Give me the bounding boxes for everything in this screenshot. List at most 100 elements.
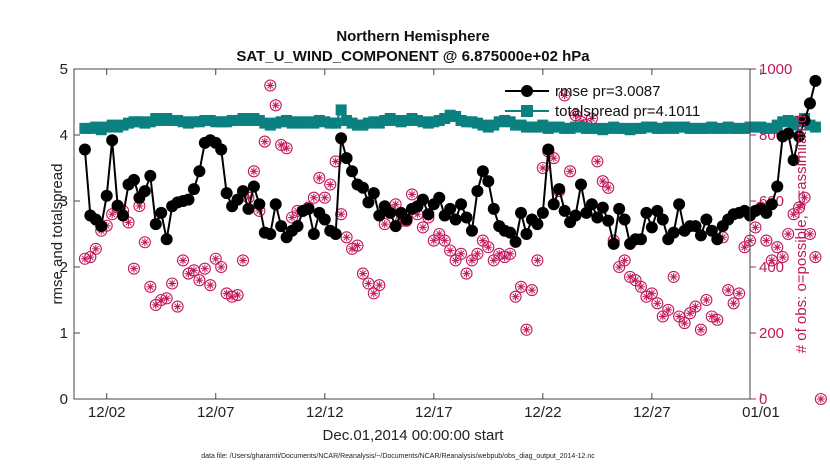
rmse-point [373,209,386,222]
obs-point [613,260,626,274]
legend: rmse pr=3.0087 totalspread pr=4.1011 [505,83,700,120]
obs-possible-marker [536,161,549,175]
obs-point [367,287,380,300]
obs-point [329,155,342,168]
obs-point [629,274,642,287]
obs-assimilated-marker [316,174,323,182]
obs-assimilated-marker [348,245,356,253]
obs-point [683,307,697,320]
obs-possible-marker [269,99,282,112]
obs-possible-marker [651,297,664,310]
obs-assimilated-marker [539,164,546,172]
obs-assimilated-marker [714,316,721,323]
obs-possible-marker [160,292,173,305]
obs-point [193,274,206,287]
obs-point [536,161,549,175]
rmse-point [520,228,533,240]
obs-assimilated-marker [310,194,318,201]
obs-assimilated-marker [447,247,454,254]
obs-possible-marker [722,284,735,297]
rmse-point [705,224,718,237]
rmse-point [242,202,255,215]
y-left-tick-label: 5 [60,61,68,78]
rmse-point [651,204,664,217]
obs-assimilated-marker [261,138,268,145]
obs-assimilated-marker [408,191,416,198]
obs-assimilated-marker [795,204,803,211]
rmse-point [465,224,478,237]
rmse-point [694,229,707,242]
rmse-point [433,191,446,204]
obs-possible-marker [171,300,184,313]
obs-assimilated-marker [730,300,737,307]
obs-possible-marker [662,303,675,316]
rmse-point [144,169,157,182]
rmse-point [509,235,522,248]
rmse-point [803,97,816,110]
obs-assimilated-marker [321,194,328,201]
obs-possible-marker [204,279,217,292]
obs-assimilated-marker [626,273,634,281]
obs-point [280,142,293,155]
x-axis-label: Dec.01,2014 00:00:00 start [323,427,505,444]
obs-point [509,290,522,303]
rmse-point [111,199,124,212]
legend-spread-marker [521,105,533,117]
rmse-point [656,213,669,226]
rmse-point [340,152,353,165]
rmse-point [760,206,773,219]
obs-assimilated-marker [441,237,448,244]
rmse-point [482,175,495,188]
obs-possible-marker [564,165,577,178]
obs-possible-marker [340,231,353,244]
obs-assimilated-marker [561,92,568,99]
rmse-point [602,214,615,227]
rmse-point [346,165,359,178]
obs-point [798,191,811,204]
obs-point [667,270,680,283]
obs-point [362,277,375,290]
obs-assimilated-marker [501,253,508,261]
y-right-tick-label: 1000 [759,61,792,78]
rmse-point [645,221,658,234]
obs-possible-marker [438,234,451,247]
obs-point [356,267,369,280]
rmse-point [711,233,724,246]
obs-possible-marker [727,297,740,310]
obs-point [264,79,277,92]
obs-assimilated-marker [147,283,154,290]
obs-point [307,191,320,204]
obs-point [793,201,806,214]
rmse-point [673,198,686,211]
rmse-point [515,206,528,219]
obs-assimilated-marker [588,115,596,122]
rmse-point [231,193,244,206]
obs-assimilated-marker [212,255,219,262]
obs-assimilated-marker [528,286,536,294]
obs-point [694,323,707,336]
rmse-point [138,185,151,198]
obs-assimilated-marker [594,158,601,165]
obs-assimilated-marker [463,270,470,277]
rmse-point [580,206,593,219]
rmse-point [127,173,140,186]
obs-point [738,241,751,254]
obs-possible-marker [258,135,271,148]
obs-point [678,317,691,330]
obs-possible-marker [514,280,528,293]
rmse-point [542,143,555,156]
chart-title-line2: SAT_U_WIND_COMPONENT @ 6.875000e+02 hPa [236,48,590,65]
rmse-point [782,127,795,140]
obs-point [591,155,604,168]
y-right-tick-label: 400 [759,259,784,276]
rmse-point [302,202,315,215]
obs-possible-marker [471,247,484,260]
rmse-series [78,74,822,250]
rmse-point [117,209,130,222]
rmse-point [220,187,233,200]
obs-assimilated-marker [392,201,399,208]
obs-point [722,284,735,297]
obs-assimilated-marker [168,280,176,287]
plot-frame [73,68,751,400]
obs-possible-marker [236,254,250,267]
